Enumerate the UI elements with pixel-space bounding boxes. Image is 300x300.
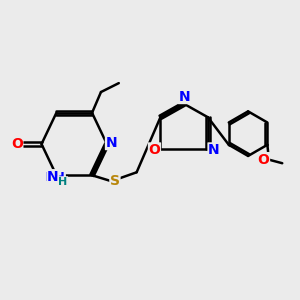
Text: N: N [47, 170, 58, 184]
Text: H: H [58, 177, 68, 187]
Text: N: N [178, 89, 190, 103]
Text: N: N [208, 143, 220, 157]
Text: O: O [148, 143, 160, 157]
Text: NH: NH [44, 171, 65, 184]
Text: S: S [110, 174, 120, 188]
Text: O: O [11, 137, 23, 151]
Text: N: N [106, 136, 117, 150]
Text: O: O [258, 153, 269, 167]
